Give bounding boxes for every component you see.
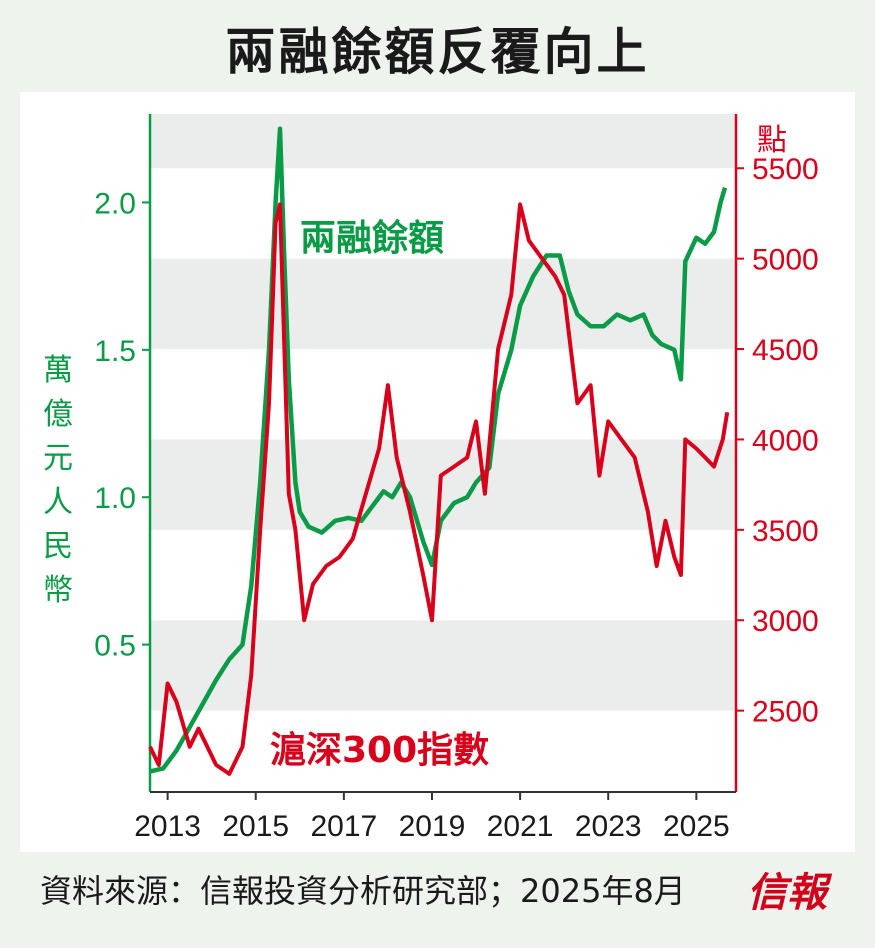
x-tick-label: 2017 (310, 810, 377, 843)
margin-balance-line (149, 126, 728, 774)
left-tick-label: 1.0 (94, 482, 136, 515)
source-note: 資料來源：信報投資分析研究部；2025年8月 (40, 872, 686, 910)
left-tick-label: 2.0 (94, 187, 136, 220)
line-chart: 0.5 1.0 1.5 2.0 2500 3000 3500 4000 4500 5000 5500… (43, 114, 819, 843)
csi300-index-line (148, 202, 730, 776)
right-tick-label: 2500 (752, 696, 819, 729)
grid-band (150, 258, 736, 350)
series-label-margin: 兩融餘額 (300, 218, 444, 259)
x-tick-label: 2013 (134, 810, 201, 843)
x-tick-label: 2019 (399, 810, 466, 843)
right-tick-label: 5500 (752, 153, 819, 186)
left-tick-label: 0.5 (94, 630, 136, 663)
right-tick-label: 4500 (752, 334, 819, 367)
series-label-index: 滬深300指數 (270, 730, 489, 771)
x-tick-label: 2025 (663, 810, 730, 843)
right-axis-label: 點 (757, 123, 787, 158)
brand-logo: 信報 (747, 869, 827, 916)
x-tick-label: 2023 (575, 810, 642, 843)
x-tick-label: 2021 (487, 810, 554, 843)
chart-panel: 0.5 1.0 1.5 2.0 2500 3000 3500 4000 4500 5000 5500… (20, 92, 855, 852)
right-tick-label: 4000 (752, 424, 819, 457)
left-axis-label: 萬億元人民幣 (43, 353, 73, 608)
left-tick-label: 1.5 (94, 335, 136, 368)
right-tick-label: 3500 (752, 515, 819, 548)
chart-title: 兩融餘額反覆向上 (225, 23, 650, 81)
right-tick-label: 5000 (752, 244, 819, 277)
grid-band (150, 620, 736, 711)
x-tick-label: 2015 (222, 810, 289, 843)
right-tick-label: 3000 (752, 605, 819, 638)
grid-band (150, 114, 736, 169)
